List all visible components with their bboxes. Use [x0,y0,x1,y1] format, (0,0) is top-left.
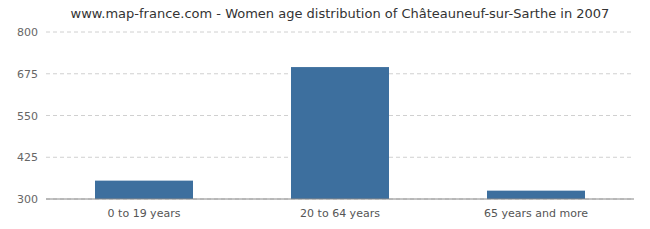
x-tick-label: 20 to 64 years [300,207,380,220]
y-tick-label: 550 [17,110,38,123]
y-tick-label: 675 [17,68,38,81]
y-tick-label: 800 [17,26,38,39]
x-axis-line [46,199,634,200]
y-axis: 300 425 550 675 800 [17,26,38,206]
y-tick-label: 425 [17,151,38,164]
x-tick-label: 0 to 19 years [108,207,181,220]
bar [95,181,193,199]
title: www.map-france.com - Women age distribut… [71,6,610,21]
bars [95,67,585,199]
bar [291,67,389,199]
chart: www.map-france.com - Women age distribut… [0,0,650,229]
x-axis: 0 to 19 years 20 to 64 years 65 years and … [46,199,634,220]
grid-line [46,199,634,200]
bar [487,191,585,199]
grid-line [46,32,634,33]
y-tick-label: 300 [17,193,38,206]
chart-container: www.map-france.com - Women age distribut… [0,0,650,229]
x-tick-label: 65 years and more [484,207,588,220]
